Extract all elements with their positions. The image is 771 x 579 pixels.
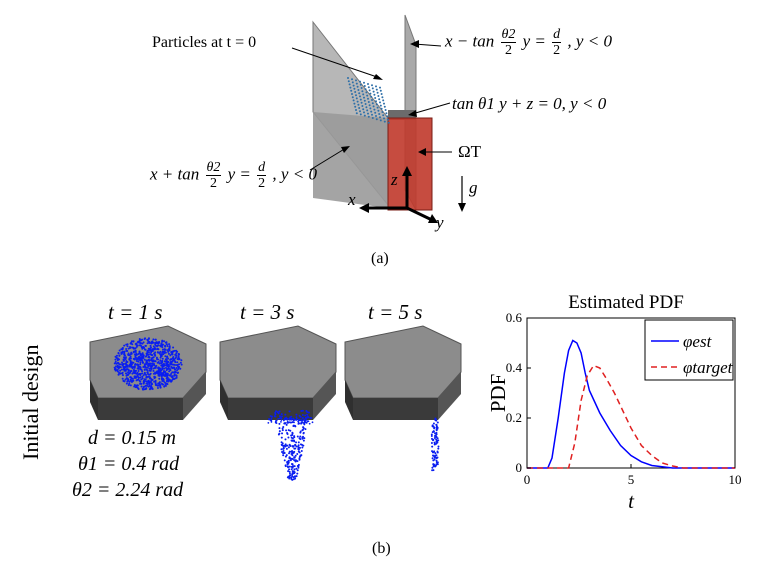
axis-z-label: z bbox=[391, 170, 398, 189]
caption-a: (a) bbox=[371, 250, 389, 267]
plane-back-equation: tan θ1 y + z = 0, y < 0 bbox=[452, 94, 607, 113]
time-label-2: t = 3 s bbox=[240, 300, 295, 324]
y-axis-label: PDF bbox=[486, 374, 510, 413]
hopper-snapshot-3 bbox=[344, 325, 462, 472]
axis-y-label: y bbox=[436, 213, 444, 232]
x-tick-2: 10 bbox=[729, 472, 742, 487]
x-axis-label: t bbox=[628, 489, 635, 513]
time-label-1: t = 1 s bbox=[108, 300, 163, 324]
funnel-front bbox=[313, 112, 388, 208]
hopper-snapshot-1 bbox=[89, 325, 207, 420]
hopper-snapshot-2 bbox=[219, 325, 337, 481]
series-line-0 bbox=[527, 339, 735, 469]
chart-title: Estimated PDF bbox=[568, 292, 684, 313]
particles-label: Particles at t = 0 bbox=[152, 34, 257, 51]
target-region-label: ΩT bbox=[458, 142, 482, 161]
funnel-figure bbox=[291, 14, 466, 223]
y-tick-2: 0.4 bbox=[506, 360, 523, 375]
series-line-1 bbox=[527, 364, 735, 469]
axis-x-label: x bbox=[348, 190, 356, 209]
y-tick-0: 0 bbox=[516, 460, 523, 475]
y-tick-3: 0.6 bbox=[506, 310, 523, 325]
param-theta1: θ1 = 0.4 rad bbox=[78, 453, 180, 475]
gravity-label: g bbox=[469, 178, 478, 197]
legend-label-0: φest bbox=[683, 332, 713, 351]
x-tick-0: 0 bbox=[524, 472, 531, 487]
hopper-snapshots bbox=[89, 325, 462, 481]
legend-label-1: φtarget bbox=[683, 358, 734, 377]
y-tick-1: 0.2 bbox=[506, 410, 522, 425]
legend: φest φtarget bbox=[644, 319, 734, 381]
param-theta2: θ2 = 2.24 rad bbox=[72, 479, 184, 501]
param-d: d = 0.15 m bbox=[88, 427, 176, 449]
x-tick-1: 5 bbox=[628, 472, 635, 487]
caption-b: (b) bbox=[372, 540, 391, 557]
initial-particles bbox=[347, 77, 390, 124]
target-region-box bbox=[388, 118, 432, 210]
time-label-3: t = 5 s bbox=[368, 300, 423, 324]
